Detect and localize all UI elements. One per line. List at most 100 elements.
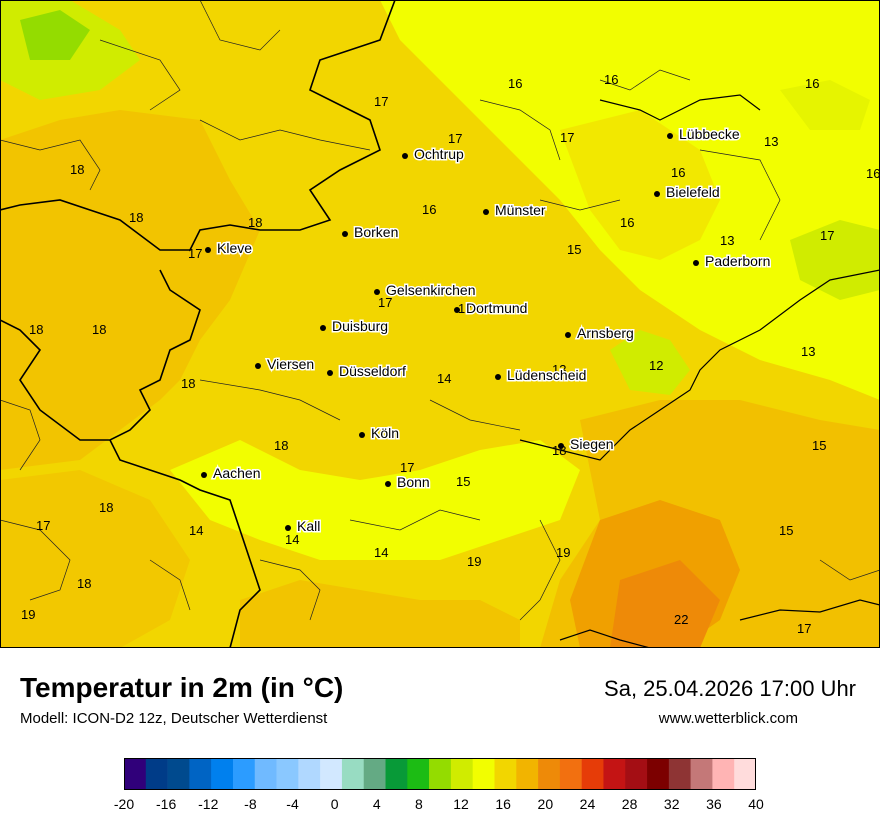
city-viersen: Viersen — [255, 355, 316, 374]
legend-swatch — [690, 758, 713, 790]
legend-swatch — [385, 758, 408, 790]
temp-label: 18 — [29, 322, 43, 337]
legend-swatch — [712, 758, 735, 790]
legend-swatch — [559, 758, 582, 790]
svg-text:Kall: Kall — [297, 518, 320, 534]
temp-label: 19 — [467, 554, 481, 569]
city-dortmund: Dortmund — [454, 299, 529, 318]
temperature-labels: 16 16 16 17 17 17 13 18 16 16 18 18 16 1… — [21, 72, 880, 636]
legend-swatch — [668, 758, 691, 790]
legend-tick-label: 32 — [663, 796, 680, 812]
temp-label: 15 — [567, 242, 581, 257]
map-title: Temperatur in 2m (in °C) — [20, 672, 344, 703]
legend-tick-label: -20 — [113, 796, 135, 812]
cool-band-eifel — [170, 440, 580, 560]
legend-swatch — [276, 758, 299, 790]
temp-label: 15 — [812, 438, 826, 453]
website-link[interactable]: www.wetterblick.com — [658, 710, 798, 727]
cool-spot-east — [790, 220, 880, 300]
forecast-datetime: Sa, 25.04.2026 17:00 Uhr — [604, 676, 856, 701]
svg-text:Aachen: Aachen — [213, 465, 260, 481]
city-luebbecke: Lübbecke — [667, 125, 741, 144]
city-duesseldorf: Düsseldorf — [327, 362, 408, 381]
svg-text:Bielefeld: Bielefeld — [666, 184, 720, 200]
temp-label: 17 — [378, 295, 392, 310]
city-paderborn: Paderborn — [693, 252, 772, 271]
svg-text:Arnsberg: Arnsberg — [577, 325, 634, 341]
temp-label: 16 — [620, 215, 634, 230]
legend-tick-label: 16 — [495, 796, 511, 812]
legend-tick-label: -12 — [198, 796, 219, 812]
cool-spot-lubbecke — [780, 80, 870, 130]
legend-tick-label: 28 — [621, 796, 638, 812]
svg-text:Duisburg: Duisburg — [332, 318, 388, 334]
temp-label: 14 — [374, 545, 388, 560]
temp-label: 15 — [456, 474, 470, 489]
temp-label: 12 — [649, 358, 663, 373]
svg-text:Kleve: Kleve — [217, 240, 252, 256]
legend-swatch — [363, 758, 386, 790]
temp-label: 19 — [556, 545, 570, 560]
state-border-he — [519, 269, 880, 461]
state-border-south — [559, 629, 651, 649]
temp-label: 18 — [99, 500, 113, 515]
district-lines — [0, 0, 880, 621]
legend-tick-label: 40 — [748, 796, 764, 812]
city-markers: Lübbecke Ochtrup Bielefeld Münster Borke… — [201, 125, 772, 536]
legend-swatch — [320, 758, 343, 790]
svg-text:Paderborn: Paderborn — [705, 253, 770, 269]
legend-swatch — [145, 758, 168, 790]
temp-label: 18 — [129, 210, 143, 225]
temp-label: 18 — [70, 162, 84, 177]
temp-label: 14 — [437, 371, 451, 386]
temp-label: 14 — [285, 532, 299, 547]
legend-swatch — [167, 758, 190, 790]
city-borken: Borken — [342, 223, 400, 242]
model-source: Modell: ICON-D2 12z, Deutscher Wetterdie… — [20, 710, 328, 727]
city-duisburg: Duisburg — [320, 317, 390, 336]
temp-label: 18 — [274, 438, 288, 453]
svg-text:Düsseldorf: Düsseldorf — [339, 363, 406, 379]
svg-text:Viersen: Viersen — [267, 356, 314, 372]
temp-label: 17 — [820, 228, 834, 243]
temp-label: 18 — [92, 322, 106, 337]
legend-swatch — [538, 758, 561, 790]
temp-label: 13 — [764, 134, 778, 149]
cool-spot-sauerland — [610, 330, 690, 395]
legend-swatch — [472, 758, 495, 790]
legend-tick-label: -4 — [286, 796, 299, 812]
city-ochtrup: Ochtrup — [402, 145, 466, 164]
warm-zone-south — [240, 580, 520, 648]
state-border-rp — [109, 439, 261, 649]
legend-swatch — [647, 758, 670, 790]
city-luedenscheid: Lüdenscheid — [495, 366, 588, 385]
legend-tick-label: 20 — [537, 796, 554, 812]
temp-label: 18 — [181, 376, 195, 391]
temp-label: 17 — [36, 518, 50, 533]
temp-label: 16 — [508, 76, 522, 91]
city-muenster: Münster — [483, 201, 547, 220]
city-kleve: Kleve — [205, 239, 254, 258]
legend-swatch — [254, 758, 277, 790]
temp-label: 22 — [674, 612, 688, 627]
svg-text:Dortmund: Dortmund — [466, 300, 527, 316]
temp-label: 16 — [671, 165, 685, 180]
legend-swatch — [734, 758, 756, 790]
legend-swatch — [189, 758, 212, 790]
legend-swatch — [124, 758, 147, 790]
temp-label: 18 — [248, 215, 262, 230]
svg-text:Ochtrup: Ochtrup — [414, 146, 464, 162]
city-gelsenkirchen: Gelsenkirchen — [374, 281, 477, 300]
temp-label: 16 — [604, 72, 618, 87]
svg-text:Lüdenscheid: Lüdenscheid — [507, 367, 586, 383]
cold-spot-northwest — [20, 10, 90, 60]
city-aachen: Aachen — [201, 464, 262, 483]
state-border-ni — [599, 94, 761, 121]
temp-label: 13 — [801, 344, 815, 359]
city-arnsberg: Arnsberg — [565, 324, 635, 343]
legend-swatch — [232, 758, 256, 790]
legend-tick-label: 4 — [372, 796, 381, 812]
legend-tick-label: 0 — [330, 796, 339, 812]
temp-label: 17 — [560, 130, 574, 145]
color-legend — [124, 758, 756, 790]
